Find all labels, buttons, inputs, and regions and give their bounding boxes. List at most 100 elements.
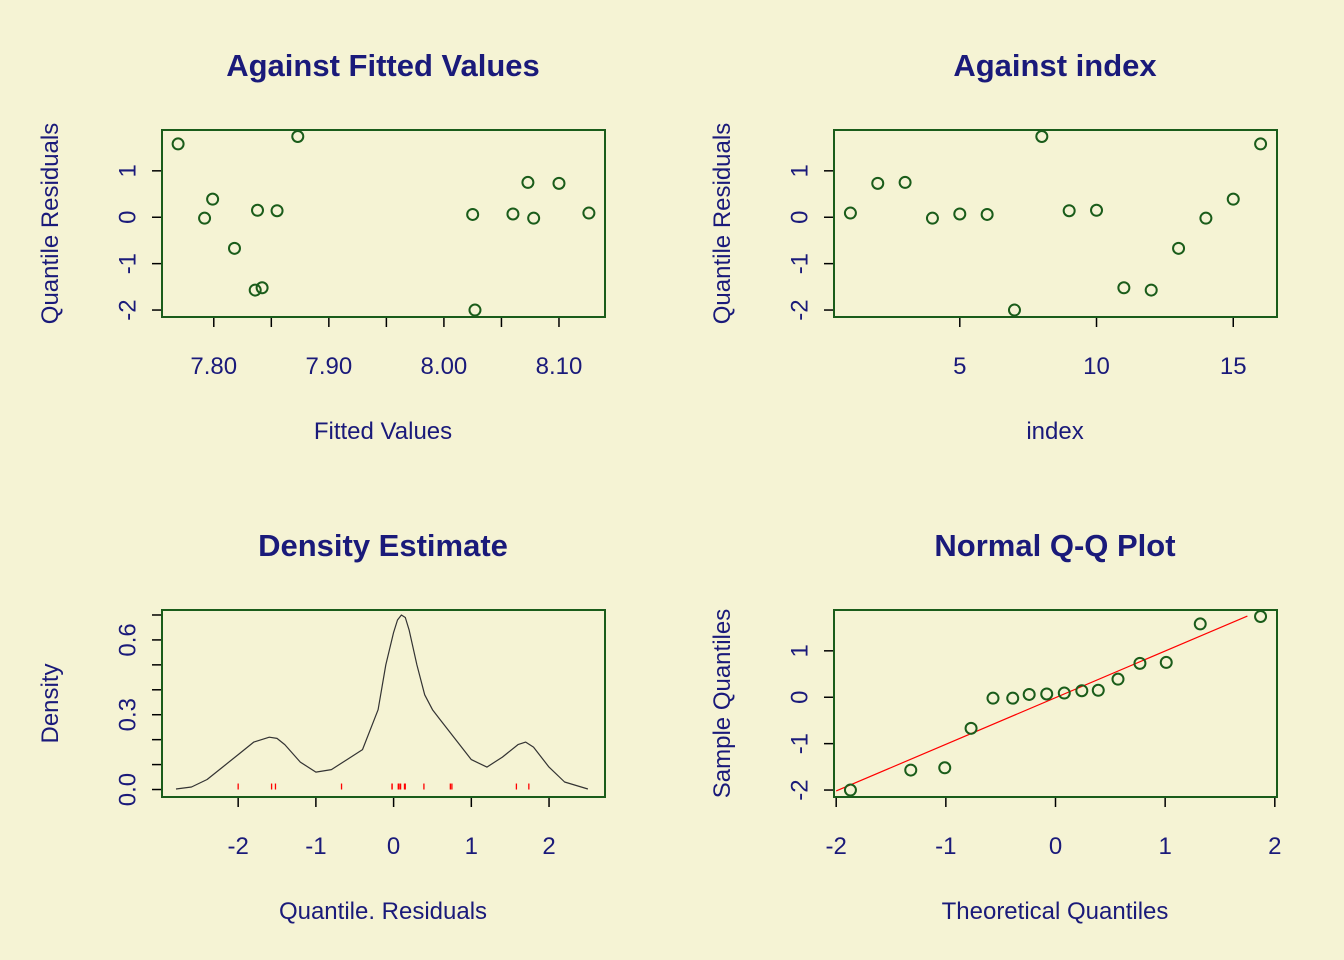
y-tick-label: -2 (787, 299, 814, 320)
data-point (466, 207, 480, 221)
data-point (1022, 687, 1036, 701)
data-point (270, 204, 284, 218)
y-tick-label: 0 (115, 211, 142, 224)
data-point (843, 206, 857, 220)
data-point (468, 303, 482, 317)
x-tick-label: -2 (826, 833, 847, 860)
x-tick-label: 2 (542, 833, 555, 860)
x-tick-label: -2 (227, 833, 248, 860)
data-point (843, 783, 857, 797)
panel-4: Normal Q-Q Plot Theoretical Quantiles Samp… (709, 528, 1281, 925)
data-point (1226, 192, 1240, 206)
plot-area (843, 130, 1268, 317)
x-axis-label: Theoretical Quantiles (942, 898, 1169, 925)
data-point (1144, 283, 1158, 297)
data-point (1091, 683, 1105, 697)
data-point (1254, 137, 1268, 151)
y-axis-label: Density (37, 663, 64, 743)
data-point (964, 721, 978, 735)
x-tick-label: 7.90 (305, 353, 352, 380)
x-tick-label: 7.80 (190, 353, 237, 380)
x-axis-label: Fitted Values (314, 418, 452, 445)
y-tick-label: 0.6 (115, 623, 142, 656)
y-tick-label: 0.0 (115, 773, 142, 806)
y-tick-label: 0 (787, 691, 814, 704)
x-tick-label: 15 (1220, 353, 1247, 380)
panel-title: Against Fitted Values (226, 48, 540, 83)
panel-3: Density Estimate Quantile. Residuals Densi… (37, 528, 606, 925)
data-point (1199, 211, 1213, 225)
y-axis-label: Quantile Residuals (37, 123, 64, 324)
data-point (1090, 203, 1104, 217)
data-point (227, 241, 241, 255)
plot-frame (833, 129, 1278, 318)
data-point (1040, 687, 1054, 701)
x-axis-label: index (1026, 418, 1083, 445)
data-point (1057, 686, 1071, 700)
data-point (198, 211, 212, 225)
x-tick-label: 8.10 (536, 353, 583, 380)
density-curve (175, 614, 589, 790)
y-tick-label: -2 (115, 299, 142, 320)
y-tick-label: -1 (787, 733, 814, 754)
x-tick-label: -1 (305, 833, 326, 860)
data-point (582, 206, 596, 220)
data-point (938, 761, 952, 775)
x-tick-label: 0 (387, 833, 400, 860)
data-point (1075, 684, 1089, 698)
data-point (1007, 303, 1021, 317)
data-point (552, 176, 566, 190)
data-point (206, 192, 220, 206)
y-axis-label: Sample Quantiles (709, 609, 736, 798)
panel-title: Normal Q-Q Plot (934, 528, 1175, 563)
data-point (1159, 655, 1173, 669)
plot-area (175, 614, 589, 790)
x-tick-label: 2 (1268, 833, 1281, 860)
data-point (1035, 130, 1049, 143)
panel-title: Against index (953, 48, 1157, 83)
data-point (521, 175, 535, 189)
y-tick-label: -2 (787, 779, 814, 800)
x-tick-label: 8.00 (421, 353, 468, 380)
y-tick-label: -1 (115, 253, 142, 274)
panel-title: Density Estimate (258, 528, 508, 563)
data-point (898, 175, 912, 189)
data-point (925, 211, 939, 225)
plot-area (835, 610, 1268, 797)
data-point (871, 176, 885, 190)
y-tick-label: 1 (787, 164, 814, 177)
y-tick-label: 0.3 (115, 698, 142, 731)
x-tick-label: 10 (1083, 353, 1110, 380)
y-tick-label: 1 (787, 644, 814, 657)
data-point (1006, 691, 1020, 705)
data-point (1117, 281, 1131, 295)
x-tick-label: 0 (1049, 833, 1062, 860)
data-point (171, 137, 185, 151)
data-point (980, 207, 994, 221)
data-point (1111, 672, 1125, 686)
y-tick-label: 1 (115, 164, 142, 177)
data-point (527, 211, 541, 225)
data-point (291, 130, 305, 143)
plot-frame (161, 129, 606, 318)
x-tick-label: 5 (953, 353, 966, 380)
plot-frame (833, 609, 1278, 798)
plot-frame (161, 609, 606, 798)
y-tick-label: -1 (787, 253, 814, 274)
data-point (255, 281, 269, 295)
data-point (1193, 617, 1207, 631)
data-point (986, 691, 1000, 705)
x-tick-label: -1 (935, 833, 956, 860)
data-point (904, 763, 918, 777)
data-point (248, 283, 262, 297)
x-tick-label: 1 (465, 833, 478, 860)
data-point (1172, 241, 1186, 255)
y-axis-label: Quantile Residuals (709, 123, 736, 324)
data-point (1062, 204, 1076, 218)
data-point (251, 203, 265, 217)
data-point (1133, 656, 1147, 670)
qq-reference-line (835, 615, 1248, 792)
y-tick-label: 0 (787, 211, 814, 224)
